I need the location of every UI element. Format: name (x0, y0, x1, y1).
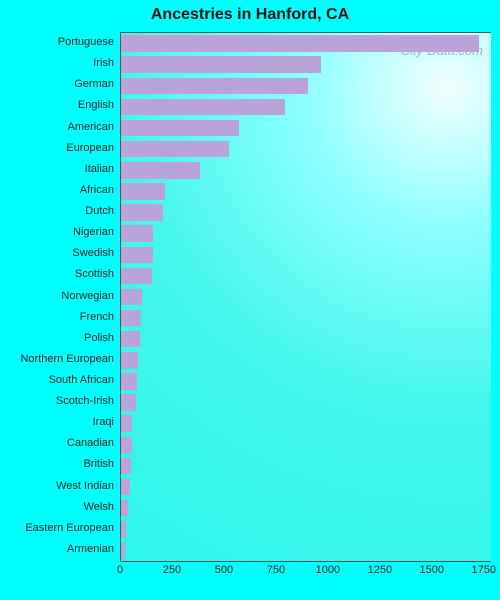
x-axis-tick: 1250 (368, 564, 392, 576)
y-axis-label: American (0, 122, 114, 133)
x-axis-tick: 0 (117, 564, 123, 576)
bar (121, 225, 153, 241)
bar (121, 542, 125, 558)
bar (121, 35, 479, 51)
y-axis-label: Iraqi (0, 417, 114, 428)
y-axis-label: African (0, 185, 114, 196)
y-axis-label: German (0, 79, 114, 90)
bar (121, 120, 239, 136)
bar (121, 500, 128, 516)
x-axis-tick: 1500 (420, 564, 444, 576)
y-axis-label: English (0, 100, 114, 111)
x-axis-tick: 250 (163, 564, 181, 576)
bar (121, 415, 132, 431)
bar (121, 458, 131, 474)
y-axis-label: Nigerian (0, 227, 114, 238)
chart-container: { "chart": { "type": "bar-horizontal", "… (0, 0, 500, 600)
bar (121, 289, 142, 305)
bar (121, 183, 165, 199)
bar (121, 310, 141, 326)
y-axis-label: Italian (0, 164, 114, 175)
x-axis-tick: 750 (267, 564, 285, 576)
x-axis-tick: 1750 (472, 564, 496, 576)
y-axis-label: Armenian (0, 544, 114, 555)
y-axis-label: Welsh (0, 502, 114, 513)
x-axis-tick: 1000 (316, 564, 340, 576)
y-axis-label: Dutch (0, 206, 114, 217)
bar (121, 521, 126, 537)
bar (121, 331, 140, 347)
x-axis-tick: 500 (215, 564, 233, 576)
plot-area: City-Data.com (120, 32, 491, 562)
y-axis-label: Scottish (0, 269, 114, 280)
bar (121, 141, 229, 157)
bar (121, 204, 163, 220)
y-axis-label: Northern European (0, 354, 114, 365)
bar (121, 99, 285, 115)
y-axis-label: French (0, 312, 114, 323)
bar (121, 162, 200, 178)
bar (121, 479, 130, 495)
bar (121, 247, 153, 263)
y-axis-label: Irish (0, 58, 114, 69)
bar (121, 78, 308, 94)
y-axis-label: Eastern European (0, 523, 114, 534)
bar (121, 394, 136, 410)
bar (121, 56, 321, 72)
y-axis-label: Norwegian (0, 291, 114, 302)
y-axis-label: British (0, 459, 114, 470)
bar (121, 437, 132, 453)
bar (121, 352, 138, 368)
chart-title: Ancestries in Hanford, CA (0, 6, 500, 24)
y-axis-label: West Indian (0, 481, 114, 492)
y-axis-label: Polish (0, 333, 114, 344)
y-axis-label: Swedish (0, 248, 114, 259)
bar (121, 268, 152, 284)
y-axis-label: European (0, 143, 114, 154)
y-axis-label: Scotch-Irish (0, 396, 114, 407)
bar (121, 373, 137, 389)
y-axis-label: Portuguese (0, 37, 114, 48)
y-axis-label: Canadian (0, 438, 114, 449)
y-axis-label: South African (0, 375, 114, 386)
